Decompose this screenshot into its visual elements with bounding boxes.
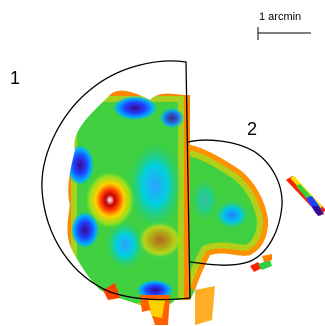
intensity-map-left (67, 90, 190, 311)
intensity-map-fragments (103, 176, 325, 325)
region-1-label: 1 (10, 68, 20, 88)
intensity-map-right (190, 145, 268, 300)
region-2-outline (187, 139, 283, 266)
scale-bar: 1 arcmin (257, 11, 311, 40)
scale-bar-label: 1 arcmin (259, 11, 301, 23)
region-1-outline (41, 60, 191, 301)
region-2-label: 2 (247, 119, 257, 139)
